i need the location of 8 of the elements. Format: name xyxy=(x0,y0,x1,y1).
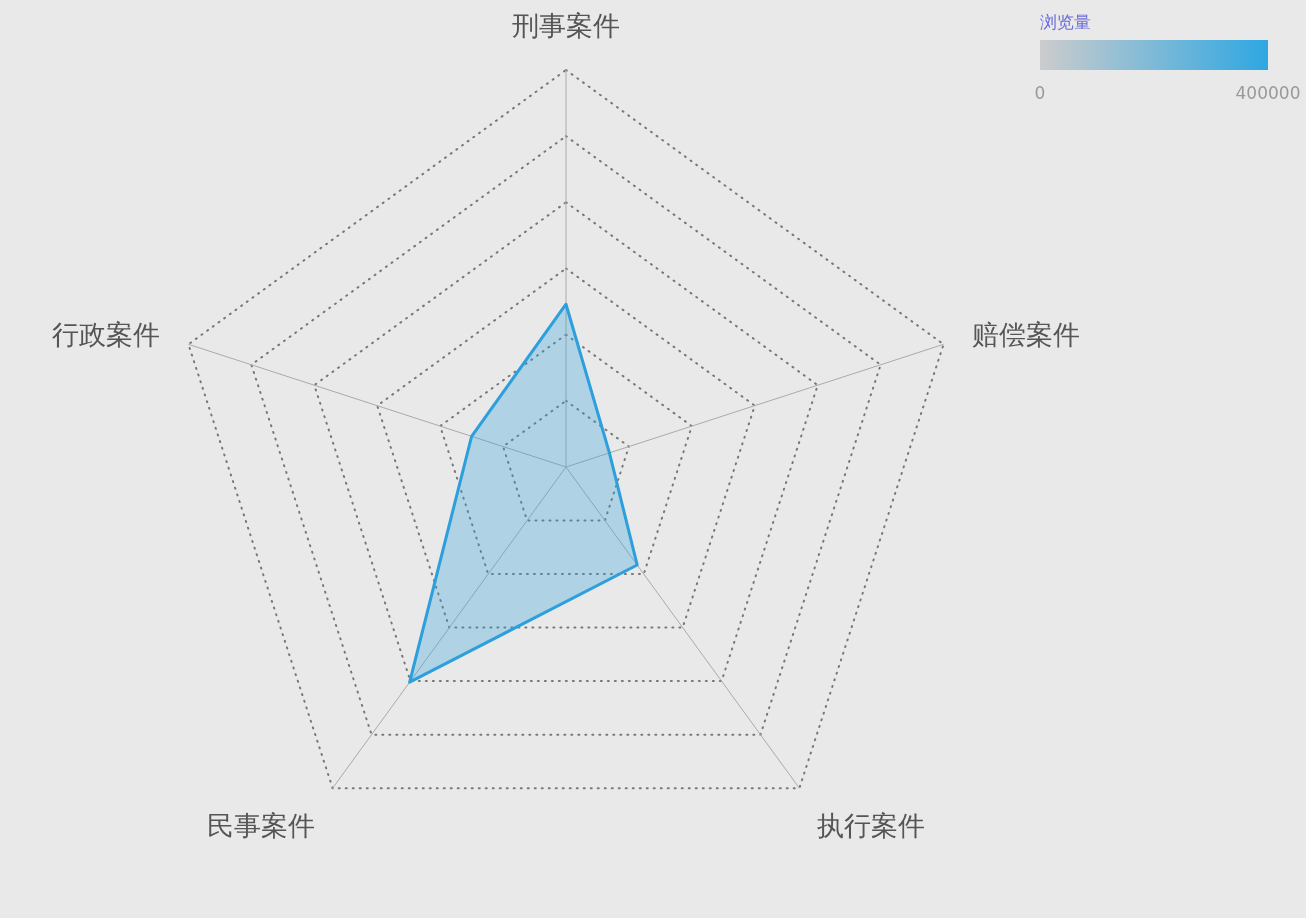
spoke-label: 民事案件 xyxy=(207,810,316,842)
spoke-label: 执行案件 xyxy=(816,810,925,842)
color-bar-title: 浏览量 xyxy=(1040,12,1091,32)
spoke-label: 赔偿案件 xyxy=(972,319,1081,351)
spoke-label: 刑事案件 xyxy=(512,10,620,41)
spoke-label: 行政案件 xyxy=(51,319,160,351)
text: 0 xyxy=(1034,83,1046,103)
text: 400000 xyxy=(1235,83,1301,103)
